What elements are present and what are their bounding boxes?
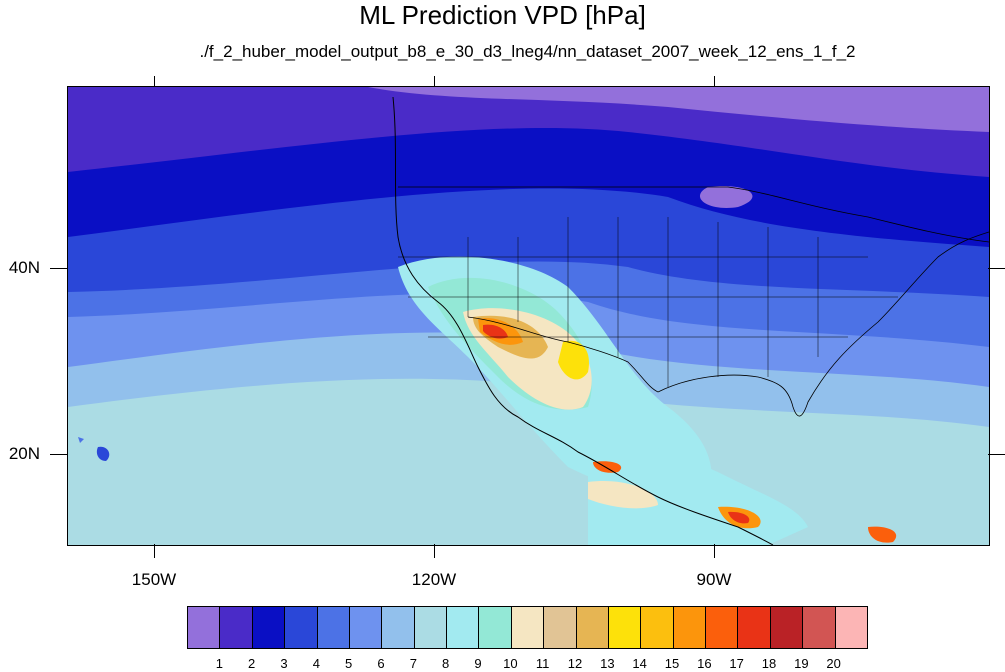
colorbar-label: 5 bbox=[345, 656, 353, 671]
colorbar-label: 9 bbox=[474, 656, 482, 671]
colorbar-label: 10 bbox=[503, 656, 518, 671]
us-canada-border bbox=[398, 186, 989, 243]
gulf-atlantic-coastline bbox=[657, 231, 989, 417]
colorbar-box-13 bbox=[608, 607, 642, 648]
colorbar-box-19 bbox=[803, 607, 836, 648]
lat-label-20n: 20N bbox=[8, 444, 40, 463]
hawaii-island bbox=[96, 446, 110, 461]
colorbar-box-7 bbox=[414, 607, 447, 648]
lat-tick-40n-left bbox=[50, 268, 67, 269]
colorbar-label: 20 bbox=[826, 656, 841, 671]
lon-label-90w: 90W bbox=[696, 570, 732, 589]
colorbar-box-20 bbox=[835, 607, 867, 648]
patch-level-1 bbox=[699, 186, 753, 208]
plume-level-18 bbox=[483, 324, 508, 339]
colorbar-box-8 bbox=[447, 607, 480, 648]
band-level-1 bbox=[368, 87, 989, 132]
lon-tick-120w-top bbox=[434, 76, 435, 86]
colorbar-box-18 bbox=[770, 607, 804, 648]
colorbar-box-14 bbox=[641, 607, 674, 648]
lon-tick-150w bbox=[154, 544, 155, 558]
vpd-contour-map bbox=[68, 87, 989, 545]
colorbar-box-6 bbox=[382, 607, 415, 648]
colorbar-label: 18 bbox=[761, 656, 777, 671]
colorbar-label: 1 bbox=[215, 656, 223, 671]
colorbar-label: 7 bbox=[409, 656, 417, 671]
colorbar-box-0 bbox=[188, 607, 221, 648]
lat-label-40n: 40N bbox=[8, 258, 40, 277]
lat-tick-20n-left bbox=[50, 454, 67, 455]
colorbar-box-2 bbox=[252, 607, 286, 648]
lon-label-120w: 120W bbox=[411, 570, 457, 589]
state-borders bbox=[398, 217, 898, 387]
colorbar-label: 15 bbox=[664, 656, 680, 671]
lat-tick-40n-right bbox=[988, 268, 1005, 269]
lon-tick-150w-top bbox=[154, 76, 155, 86]
colorbar-label: 8 bbox=[442, 656, 450, 671]
colorbar-label: 4 bbox=[312, 656, 320, 671]
colorbar-label: 17 bbox=[729, 656, 744, 671]
colorbar-box-9 bbox=[479, 607, 512, 648]
colorbar-box-15 bbox=[673, 607, 706, 648]
chart-title: ML Prediction VPD [hPa] bbox=[359, 0, 646, 30]
colorbar-box-3 bbox=[285, 607, 318, 648]
colorbar-label: 14 bbox=[632, 656, 647, 671]
colorbar-label: 3 bbox=[280, 656, 288, 671]
map-panel bbox=[67, 86, 990, 546]
colorbar-label: 16 bbox=[697, 656, 712, 671]
colorbar-label: 13 bbox=[600, 656, 615, 671]
colorbar-label: 2 bbox=[248, 656, 256, 671]
lat-tick-20n-right bbox=[988, 454, 1005, 455]
colorbar-box-10 bbox=[511, 607, 545, 648]
colorbar-box-12 bbox=[576, 607, 609, 648]
colorbar-label: 12 bbox=[567, 656, 583, 671]
colorbar-label: 11 bbox=[535, 656, 550, 671]
lon-tick-90w bbox=[714, 544, 715, 558]
plume-level-14 bbox=[558, 340, 589, 380]
chart-subtitle: ./f_2_huber_model_output_b8_e_30_d3_lneg… bbox=[199, 42, 856, 61]
us-mexico-border bbox=[467, 316, 659, 393]
central-america-level-18 bbox=[728, 511, 750, 524]
lon-label-150w: 150W bbox=[131, 570, 177, 589]
hawaii-island-small bbox=[78, 437, 84, 443]
colorbar-box-4 bbox=[317, 607, 350, 648]
colorbar-box-11 bbox=[544, 607, 577, 648]
colorbar bbox=[187, 606, 868, 649]
west-coastline bbox=[392, 96, 774, 545]
colorbar-box-17 bbox=[738, 607, 771, 648]
colorbar-box-5 bbox=[349, 607, 383, 648]
caribbean-spot-level-17 bbox=[868, 526, 897, 543]
colorbar-label: 19 bbox=[794, 656, 809, 671]
lon-tick-90w-top bbox=[714, 76, 715, 86]
colorbar-box-1 bbox=[220, 607, 253, 648]
colorbar-label: 6 bbox=[377, 656, 385, 671]
lon-tick-120w bbox=[434, 544, 435, 558]
colorbar-box-16 bbox=[706, 607, 739, 648]
